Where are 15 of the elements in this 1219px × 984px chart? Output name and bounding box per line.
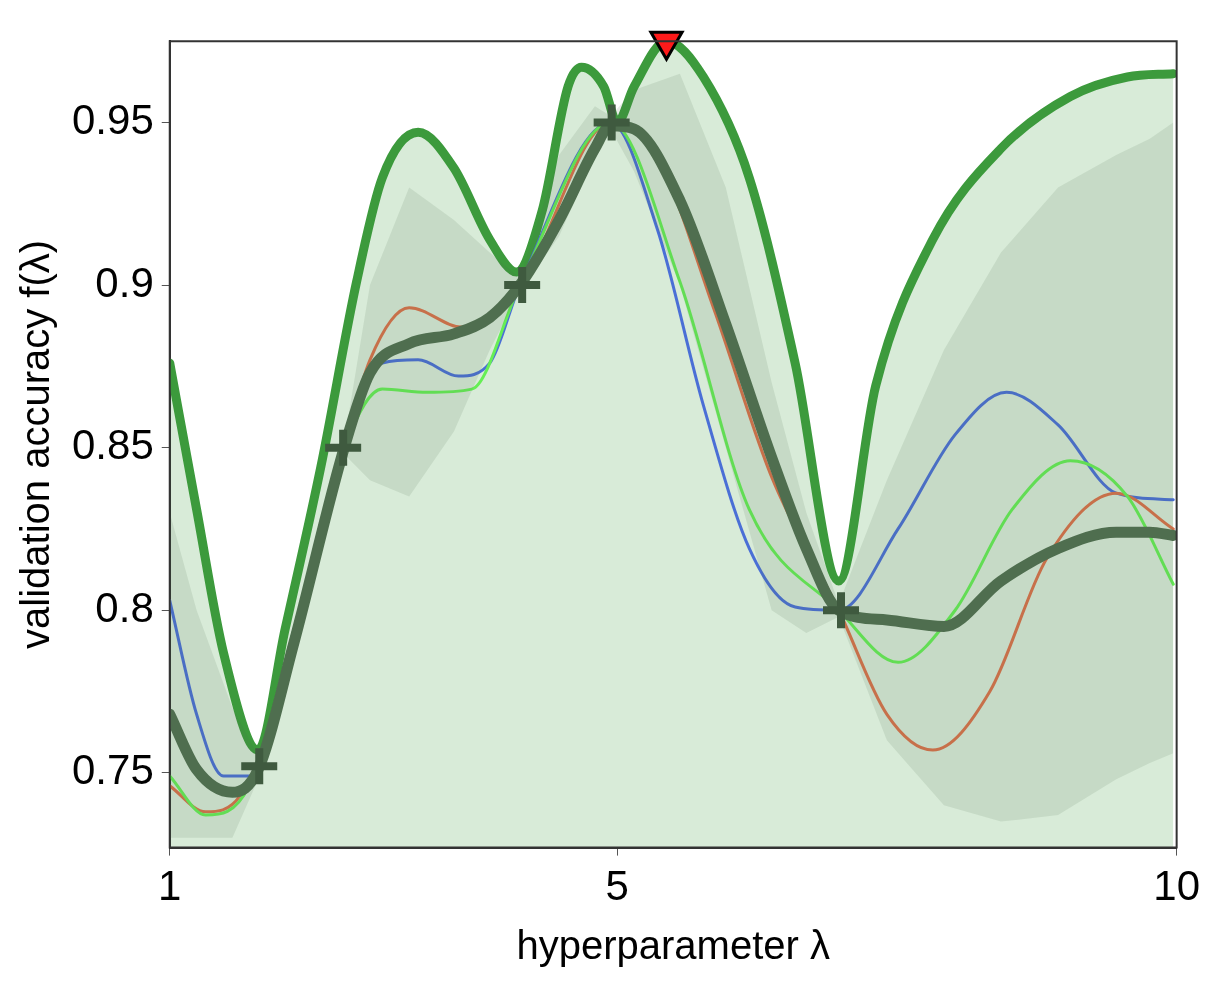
point xyxy=(504,267,541,304)
y-axis-title: validation accuracy f(λ) xyxy=(13,239,58,649)
point xyxy=(325,429,362,466)
point xyxy=(823,592,860,629)
y-tick-label: 0.95 xyxy=(71,96,154,144)
x-tick-label: 5 xyxy=(605,862,629,910)
x-tick-label: 10 xyxy=(1153,862,1200,910)
y-tick-label: 0.8 xyxy=(95,583,154,631)
y-tick-label: 0.75 xyxy=(71,746,154,794)
x-axis-title: hyperparameter λ xyxy=(516,923,830,968)
y-tick-label: 0.85 xyxy=(71,421,154,469)
y-tick-label: 0.9 xyxy=(95,258,154,306)
point xyxy=(241,748,278,785)
x-tick-label: 1 xyxy=(158,862,182,910)
point xyxy=(593,104,630,141)
